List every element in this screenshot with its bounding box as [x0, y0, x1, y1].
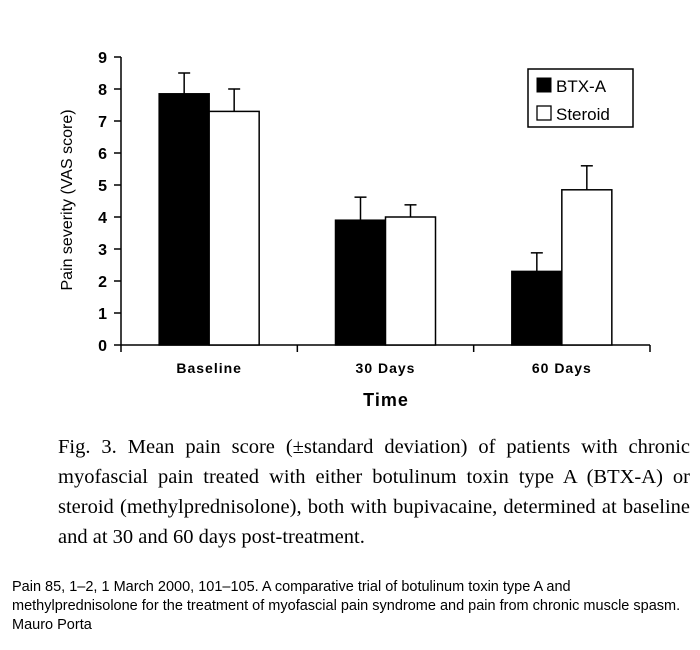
legend-swatch-btx-a	[536, 77, 552, 93]
y-tick-label: 8	[98, 82, 107, 99]
x-tick-label: 30 Days	[356, 360, 416, 376]
citation: Pain 85, 1–2, 1 March 2000, 101–105. A c…	[12, 579, 681, 633]
y-axis: 0 1 2 3 4 5 6 7 8 9	[98, 50, 122, 355]
figure-caption: Fig. 3. Mean pain score (±standard devia…	[58, 436, 690, 548]
x-tick-label: 60 Days	[532, 360, 592, 376]
y-tick-label: 3	[98, 242, 107, 259]
bar-chart: 0 1 2 3 4 5 6 7 8 9 Baseline 30 Days 60 Days Time P…	[59, 50, 651, 410]
y-tick-label: 4	[98, 210, 107, 227]
y-tick-label: 9	[98, 50, 107, 67]
legend-label-btx-a: BTX-A	[556, 77, 607, 96]
bar	[158, 93, 210, 346]
bar	[208, 110, 260, 346]
legend-swatch-steroid	[536, 105, 552, 121]
bars	[158, 93, 613, 346]
legend: BTX-A Steroid	[527, 68, 634, 128]
y-tick-label: 7	[98, 114, 107, 131]
legend-label-steroid: Steroid	[556, 105, 610, 124]
bar	[561, 189, 613, 346]
error-bars	[178, 72, 593, 272]
x-axis-title: Time	[363, 390, 409, 410]
bar	[511, 270, 563, 346]
x-axis: Baseline 30 Days 60 Days	[120, 344, 651, 376]
bar	[384, 216, 437, 346]
y-tick-label: 0	[98, 338, 107, 355]
y-tick-label: 5	[98, 178, 107, 195]
bar	[334, 219, 387, 346]
y-axis-title: Pain severity (VAS score)	[59, 109, 76, 290]
x-tick-label: Baseline	[176, 360, 242, 376]
y-tick-label: 1	[98, 306, 107, 323]
y-tick-label: 6	[98, 146, 107, 163]
y-tick-label: 2	[98, 274, 107, 291]
